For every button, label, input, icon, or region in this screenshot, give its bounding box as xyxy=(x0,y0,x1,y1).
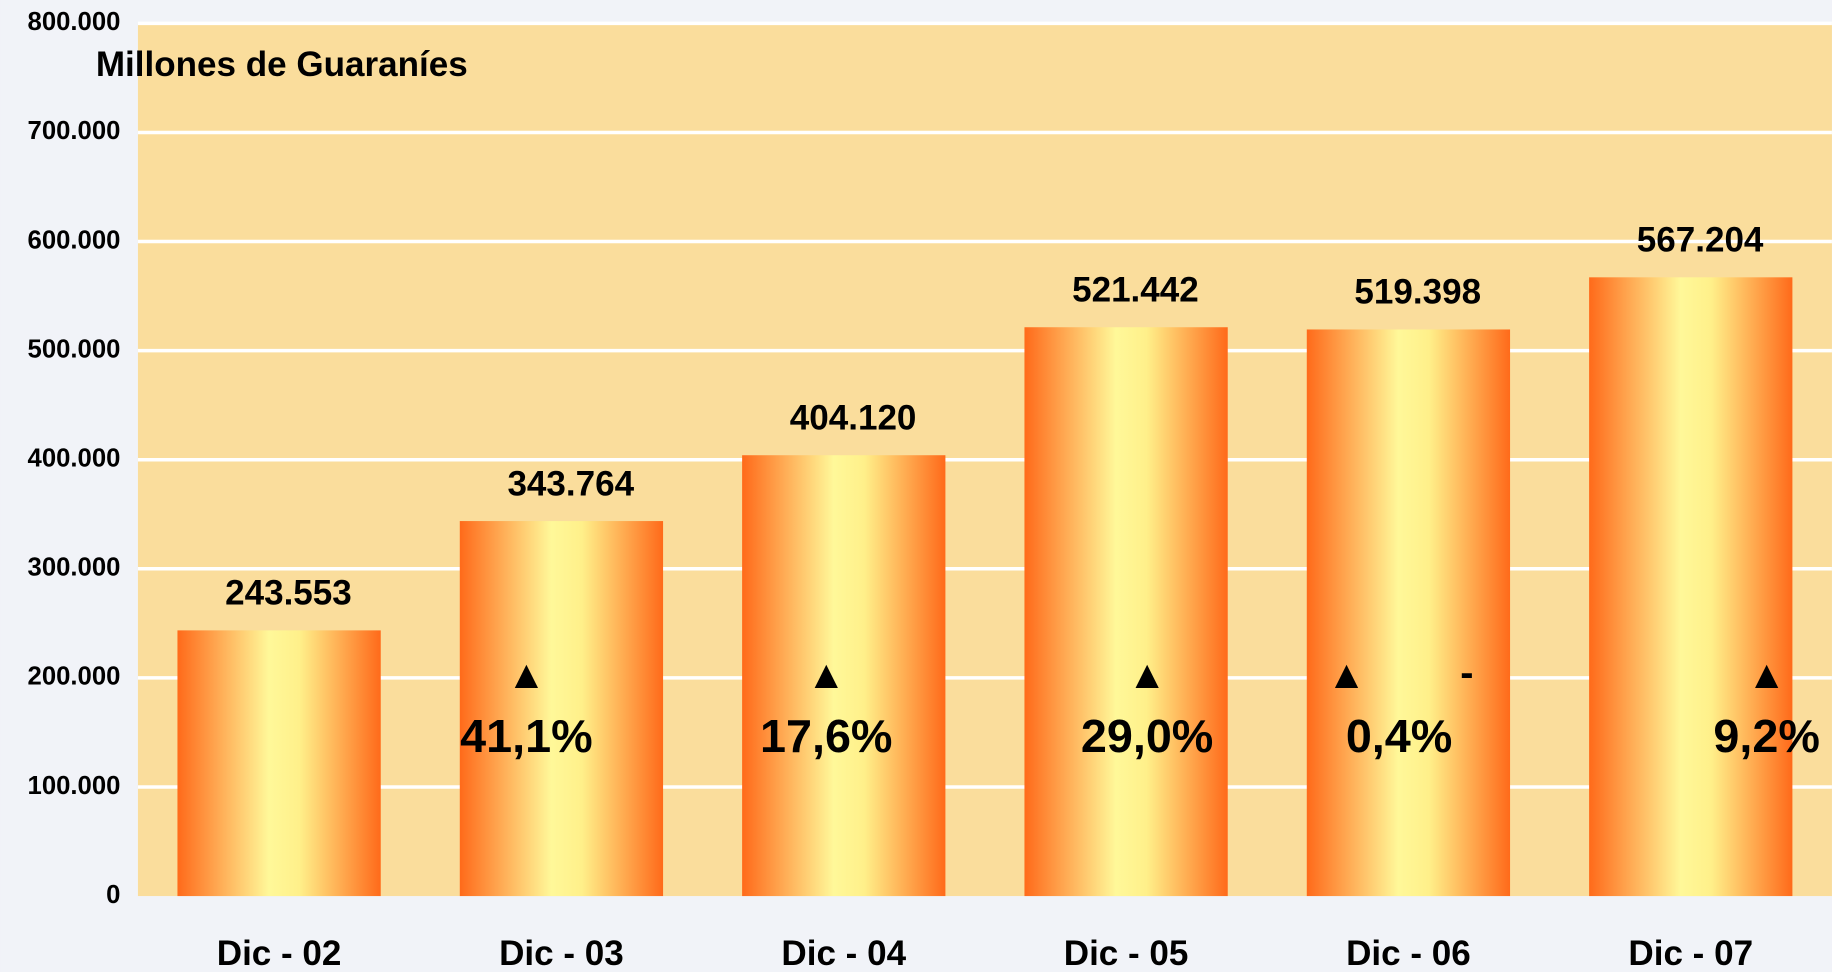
annotation-label: 41,1% xyxy=(460,710,592,762)
annotation-arrow: ▲ xyxy=(507,653,546,697)
x-tick-label: Dic - 05 xyxy=(1064,934,1189,972)
bar xyxy=(742,455,946,897)
annotation-arrow: ▲ xyxy=(1127,653,1166,697)
x-tick-label: Dic - 04 xyxy=(781,934,906,972)
y-tick-label: 300.000 xyxy=(28,554,121,582)
x-tick-label: Dic - 02 xyxy=(217,934,342,972)
annotation-sign: - xyxy=(1460,651,1473,695)
x-tick-label: Dic - 06 xyxy=(1346,934,1471,972)
value-label: 519.398 xyxy=(1354,273,1481,312)
annotation-label: 0,4% xyxy=(1346,710,1453,762)
x-tick-label: Dic - 07 xyxy=(1628,934,1753,972)
y-tick-label: 800.000 xyxy=(28,8,121,36)
x-tick-label: Dic - 03 xyxy=(499,934,624,972)
bar xyxy=(459,521,664,897)
bar xyxy=(1024,327,1228,897)
y-axis-label: Millones de Guaraníes xyxy=(96,45,468,84)
value-label: 567.204 xyxy=(1637,221,1764,260)
annotation-arrow: ▲ xyxy=(807,653,846,697)
value-label: 243.553 xyxy=(225,574,352,613)
y-tick-label: 700.000 xyxy=(28,117,121,145)
value-label: 343.764 xyxy=(507,464,634,503)
y-tick-label: 200.000 xyxy=(28,663,121,691)
y-tick-label: 400.000 xyxy=(28,444,121,472)
y-tick-label: 100.000 xyxy=(28,772,121,800)
y-tick-label: 0 xyxy=(106,881,120,909)
annotation-label: 9,2% xyxy=(1713,710,1820,762)
y-tick-label: 600.000 xyxy=(28,226,121,254)
y-tick-label: 500.000 xyxy=(28,335,121,363)
bar xyxy=(177,630,381,897)
value-label: 404.120 xyxy=(790,398,917,437)
annotation-label: 29,0% xyxy=(1081,710,1213,762)
annotation-arrow: ▲ xyxy=(1747,653,1786,697)
value-label: 521.442 xyxy=(1072,270,1199,309)
bar xyxy=(1589,277,1793,897)
annotation-label: 17,6% xyxy=(760,710,892,762)
bar xyxy=(1306,329,1511,897)
annotation-arrow: ▲ xyxy=(1327,653,1366,697)
